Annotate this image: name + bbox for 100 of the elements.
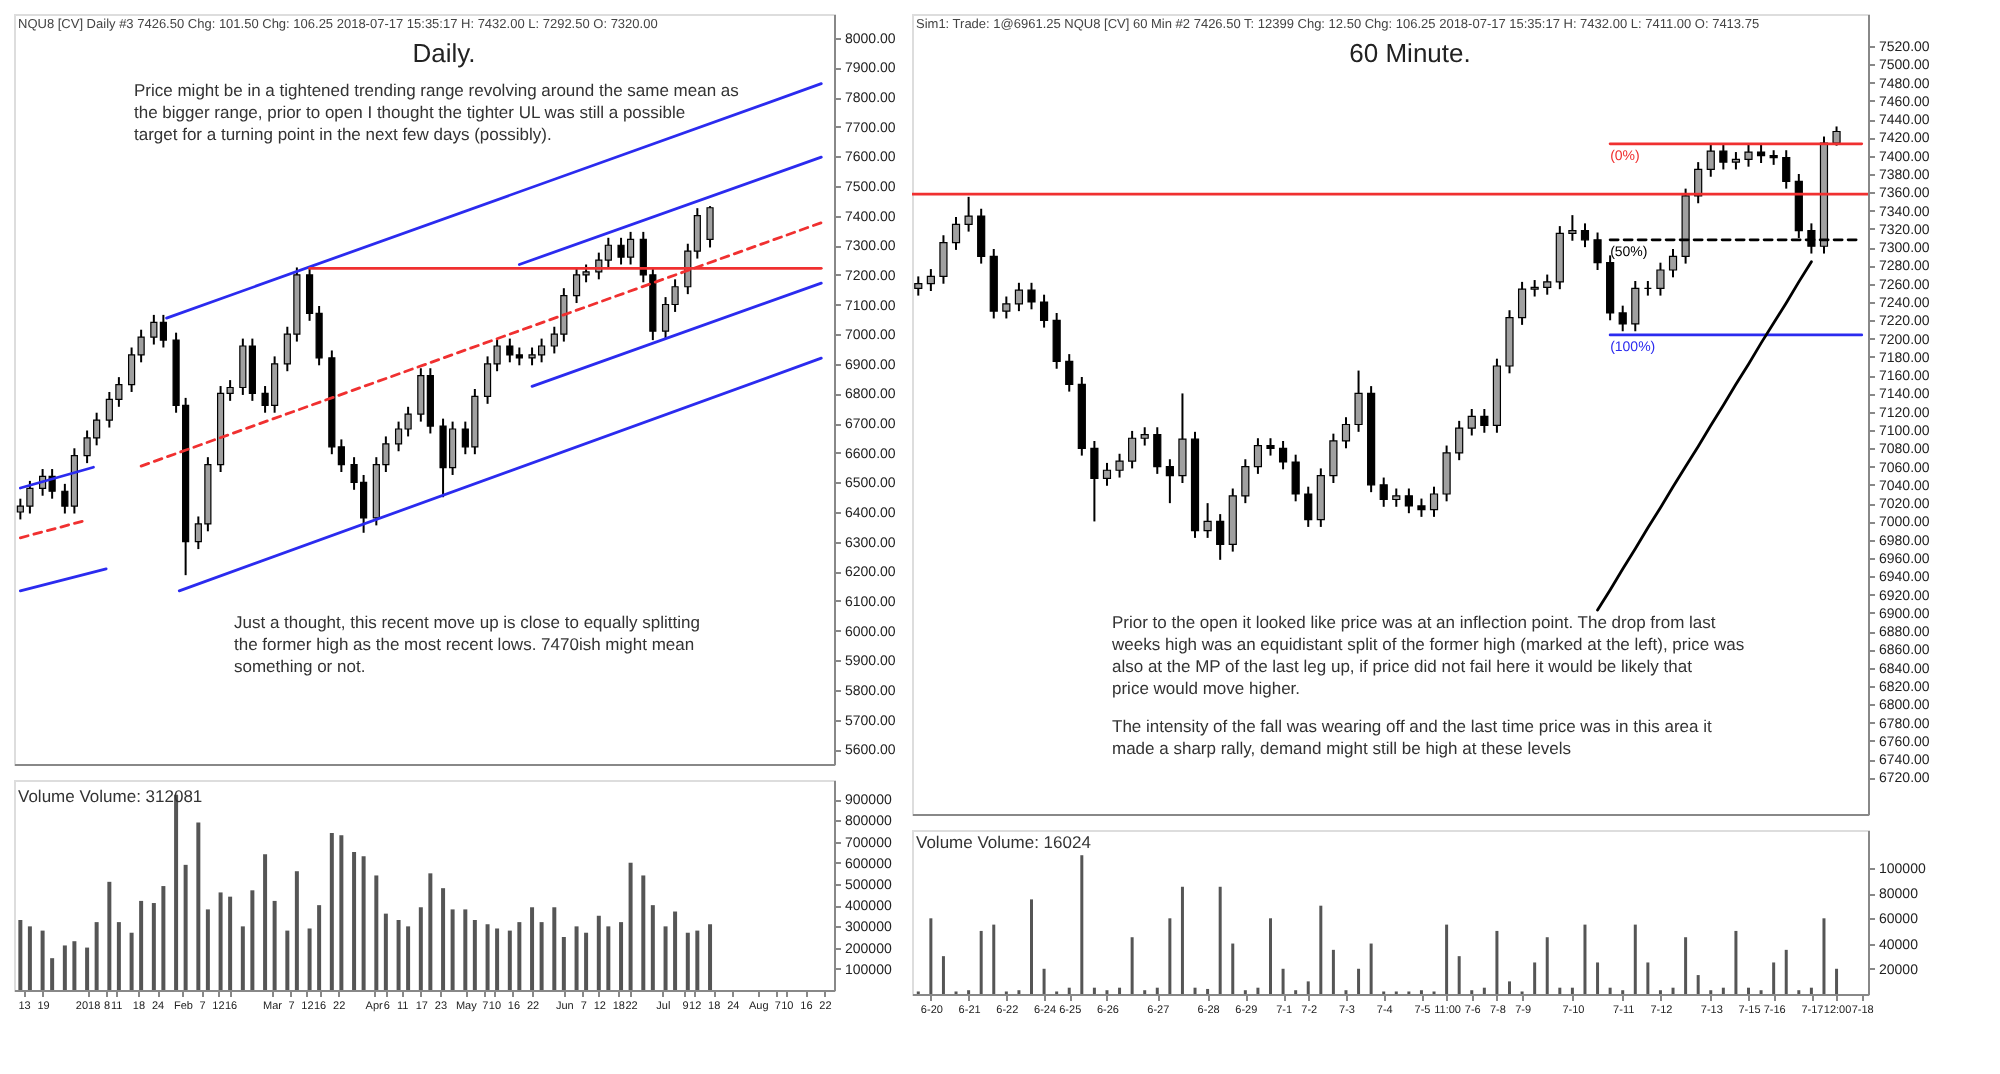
candlestick <box>1404 487 1413 515</box>
bar <box>263 854 268 990</box>
bar <box>85 947 90 990</box>
bar <box>27 926 32 990</box>
candlestick <box>706 205 714 249</box>
bar <box>584 932 589 990</box>
candlestick <box>1090 439 1099 523</box>
annotation: Volume Volume: 16024 <box>916 832 1092 852</box>
bar <box>606 926 611 990</box>
candlestick <box>1128 429 1137 470</box>
bar <box>361 856 366 990</box>
bar <box>151 903 156 990</box>
candlestick <box>1756 143 1766 165</box>
bar <box>205 909 210 990</box>
text: Daily. <box>412 38 476 68</box>
bar <box>196 822 201 990</box>
candlestick <box>1316 467 1325 528</box>
candlestick <box>1203 502 1212 539</box>
annotation: The intensity of the fall was wearing off and the last time price was in this area it made a sharp rally, demand might still be high at these levels <box>1112 716 1713 758</box>
candlestick <box>1241 458 1250 505</box>
bar <box>428 873 433 990</box>
bar <box>561 936 566 990</box>
bar <box>396 920 401 990</box>
candlestick <box>1467 407 1476 437</box>
candlestick <box>1392 487 1401 508</box>
bar <box>628 862 633 990</box>
bar <box>94 922 99 990</box>
bar <box>650 905 655 990</box>
bar <box>463 909 468 990</box>
candlestick <box>1065 353 1074 393</box>
bar <box>228 896 233 990</box>
bar <box>352 852 357 990</box>
candlestick <box>939 234 948 285</box>
candlestick <box>1379 476 1388 508</box>
bar <box>72 941 77 990</box>
bar <box>685 932 690 990</box>
annotation: Prior to the open it looked like price was at an inflection point. The drop from last weeks high was an equidistant split of the former high (marked at the left), price was also at the MP of the last leg up, if price did not fail here it would be likely that price would move higher. <box>1110 612 1745 698</box>
bar <box>539 922 544 990</box>
bar <box>285 930 290 990</box>
candlestick <box>1278 439 1288 471</box>
candlestick <box>1593 231 1602 271</box>
candlestick <box>1178 392 1187 485</box>
bar <box>317 905 322 990</box>
bar <box>441 888 446 990</box>
candlestick <box>1668 247 1678 279</box>
candlestick <box>1014 281 1024 313</box>
bar <box>596 915 601 990</box>
bar <box>183 864 188 990</box>
candlestick <box>1291 453 1300 503</box>
candlestick <box>1543 273 1552 296</box>
bar <box>40 930 45 990</box>
annotation: Just a thought, this recent move up is close to equally splitting the former high as the most recent lows. 7470ish might mean something or not. <box>234 612 701 676</box>
bar <box>695 930 700 990</box>
candlestick <box>1417 497 1426 518</box>
candlestick <box>1115 452 1124 479</box>
bar <box>307 928 312 990</box>
bar <box>329 833 334 990</box>
candlestick <box>1253 437 1263 475</box>
bar <box>107 881 112 990</box>
candlestick <box>1832 125 1841 147</box>
candlestick <box>1618 304 1627 333</box>
candlestick <box>1455 419 1464 462</box>
candlestick <box>1719 142 1728 171</box>
candlestick <box>1568 214 1577 242</box>
candlestick <box>1153 426 1162 475</box>
bar <box>406 926 411 990</box>
bar <box>18 920 23 990</box>
bar <box>708 924 713 990</box>
bar <box>161 886 166 990</box>
candlestick <box>1002 295 1011 320</box>
bar <box>116 922 121 990</box>
annotation: Price might be in a tightened trending range revolving around the same mean as the bigger range, prior to open I thought the tighter UL was still a possible target for a turning point in the next few days (possibly). <box>134 80 739 144</box>
candlestick <box>1102 461 1112 487</box>
bar <box>485 924 490 990</box>
candlestick <box>1706 142 1715 178</box>
bar <box>129 932 134 990</box>
bar <box>517 922 522 990</box>
candlestick <box>1517 280 1527 326</box>
candlestick <box>914 275 923 297</box>
candlestick <box>951 215 961 251</box>
candlestick <box>1480 407 1489 434</box>
bar <box>574 926 579 990</box>
candlestick <box>1442 444 1451 503</box>
candlestick <box>926 268 935 293</box>
annotation: Volume Volume: 312081 <box>18 786 203 806</box>
candlestick <box>964 195 973 233</box>
bar <box>139 900 144 990</box>
candlestick <box>1140 426 1149 447</box>
candlestick <box>1429 485 1439 518</box>
candlestick <box>1656 261 1665 297</box>
candlestick <box>1631 279 1640 333</box>
candlestick <box>1341 416 1351 450</box>
bar <box>472 920 477 990</box>
bar <box>495 928 500 990</box>
bar <box>240 926 245 990</box>
bar <box>552 907 557 990</box>
text: 60 Minute. <box>1349 38 1471 68</box>
line-series <box>1596 260 1813 612</box>
bar <box>339 835 344 990</box>
bar <box>50 958 55 990</box>
